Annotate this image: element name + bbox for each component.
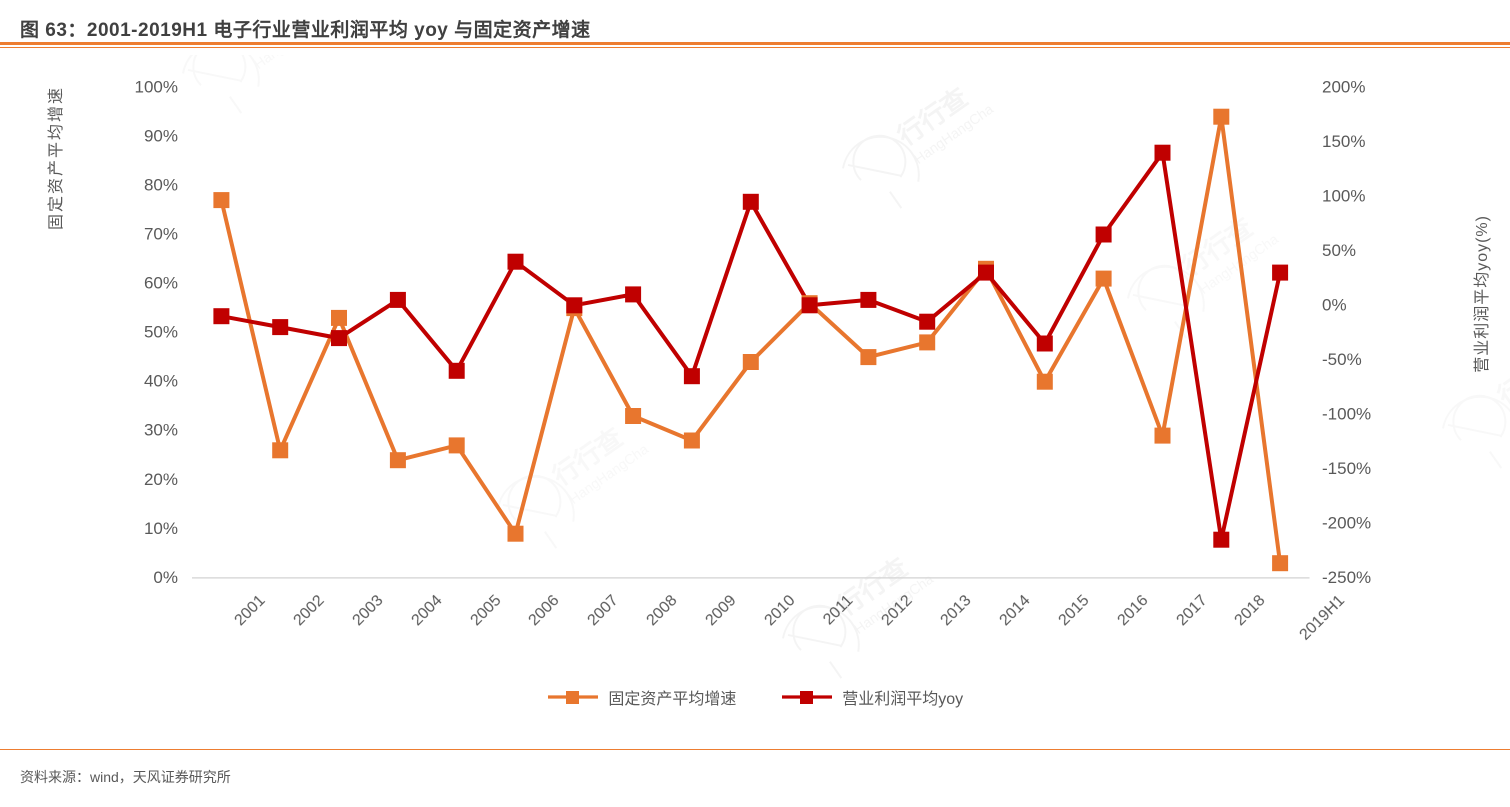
svg-text:200%: 200% (1322, 77, 1365, 96)
svg-text:10%: 10% (144, 519, 178, 538)
svg-text:-200%: -200% (1322, 513, 1371, 532)
svg-text:40%: 40% (144, 372, 178, 391)
svg-text:70%: 70% (144, 225, 178, 244)
svg-text:-150%: -150% (1322, 459, 1371, 478)
svg-text:50%: 50% (1322, 241, 1356, 260)
svg-text:-50%: -50% (1322, 350, 1362, 369)
svg-text:100%: 100% (135, 77, 178, 96)
svg-text:60%: 60% (144, 274, 178, 293)
svg-text:100%: 100% (1322, 186, 1365, 205)
svg-text:20%: 20% (144, 470, 178, 489)
svg-text:80%: 80% (144, 175, 178, 194)
svg-text:30%: 30% (144, 421, 178, 440)
svg-text:-100%: -100% (1322, 404, 1371, 423)
svg-text:0%: 0% (1322, 295, 1347, 314)
svg-text:90%: 90% (144, 126, 178, 145)
svg-text:50%: 50% (144, 323, 178, 342)
svg-text:150%: 150% (1322, 132, 1365, 151)
